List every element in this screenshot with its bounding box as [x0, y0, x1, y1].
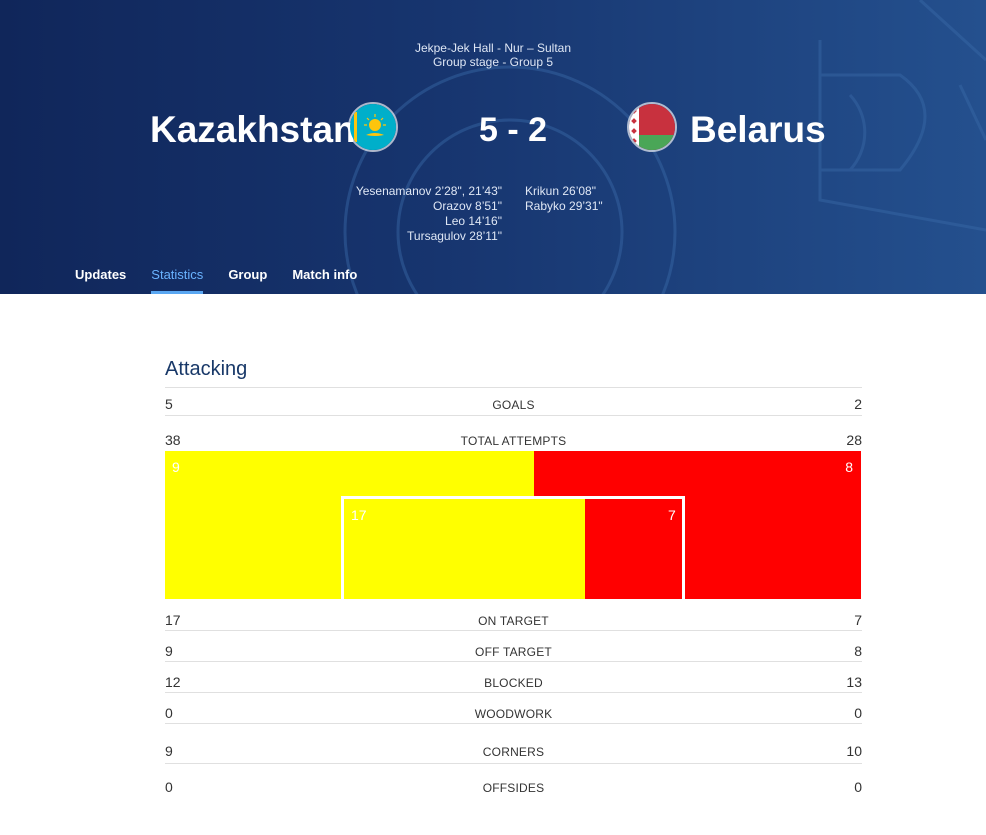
tab-updates[interactable]: Updates	[75, 267, 127, 282]
divider	[165, 387, 862, 388]
attempts-visualization: 9 8 17 7	[165, 451, 861, 599]
divider	[165, 415, 862, 416]
stat-row-woodwork: 0 WOODWORK 0	[165, 705, 862, 723]
pitch-lines-decoration	[343, 0, 986, 294]
away-value: 8	[854, 643, 862, 659]
tab-match-info[interactable]: Match info	[292, 267, 358, 282]
home-value: 38	[165, 432, 181, 448]
stat-label: WOODWORK	[474, 707, 553, 721]
match-stage: Group stage - Group 5	[432, 55, 554, 69]
match-venue-info: Jekpe-Jek Hall - Nur – Sultan Group stag…	[0, 41, 986, 69]
away-value: 13	[846, 674, 862, 690]
on-target-home-value: 17	[351, 507, 367, 523]
away-value: 0	[854, 705, 862, 721]
off-target-home-value: 9	[172, 459, 180, 475]
tab-statistics[interactable]: Statistics	[151, 267, 204, 294]
divider	[165, 630, 862, 631]
home-value: 0	[165, 779, 173, 795]
home-scorer: Yesenamanov 2’28", 21’43"	[355, 184, 502, 198]
on-target-away-area	[585, 499, 682, 599]
stat-label: CORNERS	[482, 745, 545, 759]
match-header: Jekpe-Jek Hall - Nur – Sultan Group stag…	[0, 0, 986, 294]
away-team-name[interactable]: Belarus	[690, 109, 826, 150]
away-scorers: Krikun 26’08" Rabyko 29’31"	[525, 184, 603, 214]
away-value: 10	[846, 743, 862, 759]
stat-row-off-target: 9 OFF TARGET 8	[165, 643, 862, 661]
home-scorer: Tursagulov 28’11"	[407, 229, 502, 243]
stat-label: GOALS	[492, 398, 535, 412]
away-scorer: Krikun 26’08"	[525, 184, 596, 198]
divider	[165, 661, 862, 662]
divider	[165, 692, 862, 693]
divider	[165, 723, 862, 724]
stat-row-blocked: 12 BLOCKED 13	[165, 674, 862, 692]
off-target-away-value: 8	[845, 459, 853, 475]
stat-label: OFFSIDES	[482, 781, 545, 795]
stat-row-goals: 5 GOALS 2	[165, 396, 862, 414]
home-scorer: Leo 14’16"	[445, 214, 502, 228]
belarus-flag-icon	[627, 102, 677, 152]
home-scorers: Yesenamanov 2’28", 21’43" Orazov 8’51" L…	[356, 184, 502, 244]
away-value: 2	[854, 396, 862, 412]
attempts-goal-graphic	[165, 451, 861, 599]
away-value: 0	[854, 779, 862, 795]
home-value: 17	[165, 612, 181, 628]
home-value: 9	[165, 743, 173, 759]
home-team-name[interactable]: Kazakhstan	[150, 109, 356, 150]
stat-label: OFF TARGET	[475, 645, 552, 659]
stat-row-total-attempts: 38 TOTAL ATTEMPTS 28	[165, 432, 862, 450]
section-title-attacking: Attacking	[165, 358, 248, 380]
away-value: 28	[846, 432, 862, 448]
home-value: 9	[165, 643, 173, 659]
home-scorer: Orazov 8’51"	[433, 199, 502, 213]
kazakhstan-flag-icon	[348, 102, 398, 152]
divider	[165, 763, 862, 764]
away-value: 7	[854, 612, 862, 628]
stat-row-on-target: 17 ON TARGET 7	[165, 612, 862, 630]
on-target-away-value: 7	[668, 507, 676, 523]
stat-label: BLOCKED	[484, 676, 543, 690]
match-tabs: Updates Statistics Group Match info	[75, 267, 382, 294]
stat-row-corners: 9 CORNERS 10	[165, 743, 862, 761]
stat-label: ON TARGET	[478, 614, 549, 628]
stat-label: TOTAL ATTEMPTS	[460, 434, 567, 448]
venue-name: Jekpe-Jek Hall - Nur – Sultan	[414, 41, 572, 55]
away-scorer: Rabyko 29’31"	[525, 199, 603, 213]
tab-group[interactable]: Group	[228, 267, 268, 282]
on-target-home-area	[344, 499, 585, 599]
home-value: 12	[165, 674, 181, 690]
home-value: 5	[165, 396, 173, 412]
stat-row-offsides: 0 OFFSIDES 0	[165, 779, 862, 797]
match-score: 5 - 2	[478, 111, 548, 149]
home-value: 0	[165, 705, 173, 721]
